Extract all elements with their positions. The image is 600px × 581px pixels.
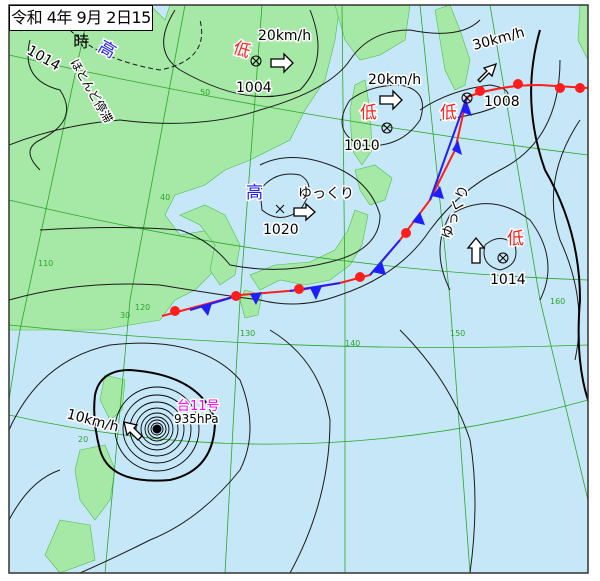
speed-label: ゆっくり: [298, 186, 354, 202]
movement-arrow-icon: [123, 421, 143, 441]
map-title: 令和 4年 9月 2日15時: [9, 5, 153, 51]
pressure-label: 1020: [263, 222, 299, 238]
typhoon-name: 台11号: [177, 399, 220, 414]
high-center-icon: [275, 204, 285, 214]
speed-label: 20km/h: [258, 28, 311, 44]
low-center-icon: [381, 122, 393, 134]
pressure-label: 1008: [484, 94, 520, 110]
movement-arrow-icon: [477, 62, 498, 83]
lon-label: 110: [38, 259, 53, 268]
lat-label: 30: [120, 311, 130, 320]
low-label: 低: [507, 229, 524, 249]
pressure-label: 1010: [344, 138, 380, 154]
typhoon-center-icon: [152, 424, 162, 434]
map-frame: [8, 4, 589, 574]
lon-label: 160: [550, 297, 565, 306]
movement-arrow-icon: [379, 89, 403, 111]
movement-arrow-icon: [270, 52, 294, 74]
low-label: 低: [360, 103, 377, 123]
low-center-icon: [461, 92, 473, 104]
pressure-label: 1004: [236, 80, 272, 96]
lon-label: 140: [345, 339, 360, 348]
lon-label: 130: [240, 329, 255, 338]
lon-label: 150: [450, 329, 465, 338]
low-center-icon: [250, 55, 262, 67]
lon-label: 120: [135, 303, 150, 312]
low-label: 低: [440, 103, 457, 123]
lat-label: 50: [200, 88, 210, 97]
low-center-icon: [497, 252, 509, 264]
movement-arrow-icon: [293, 202, 316, 222]
pressure-label: 1014: [490, 272, 526, 288]
high-label: 高: [246, 183, 263, 203]
lat-label: 40: [160, 193, 170, 202]
lat-label: 20: [78, 435, 88, 444]
speed-label: 20km/h: [368, 72, 421, 88]
typhoon-pressure: 935hPa: [174, 412, 219, 426]
stationary-front: [161, 79, 588, 317]
movement-arrow-icon: [466, 236, 486, 264]
isobar-bold: [530, 29, 588, 401]
